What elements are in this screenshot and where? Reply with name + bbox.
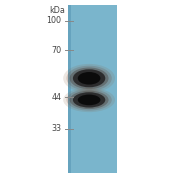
Text: 44: 44: [51, 93, 61, 102]
Ellipse shape: [70, 68, 109, 89]
Ellipse shape: [63, 88, 115, 112]
Ellipse shape: [78, 94, 100, 105]
Bar: [68, 5, 117, 173]
Text: kDa: kDa: [49, 6, 65, 15]
Ellipse shape: [73, 92, 105, 108]
Ellipse shape: [63, 64, 115, 93]
Ellipse shape: [70, 91, 109, 109]
Bar: [68, 5, 71, 173]
Ellipse shape: [78, 72, 100, 85]
Text: 100: 100: [46, 16, 61, 25]
Ellipse shape: [66, 89, 112, 111]
Ellipse shape: [73, 69, 105, 87]
Text: 33: 33: [51, 124, 61, 133]
Ellipse shape: [66, 66, 112, 91]
Text: 70: 70: [51, 46, 61, 55]
